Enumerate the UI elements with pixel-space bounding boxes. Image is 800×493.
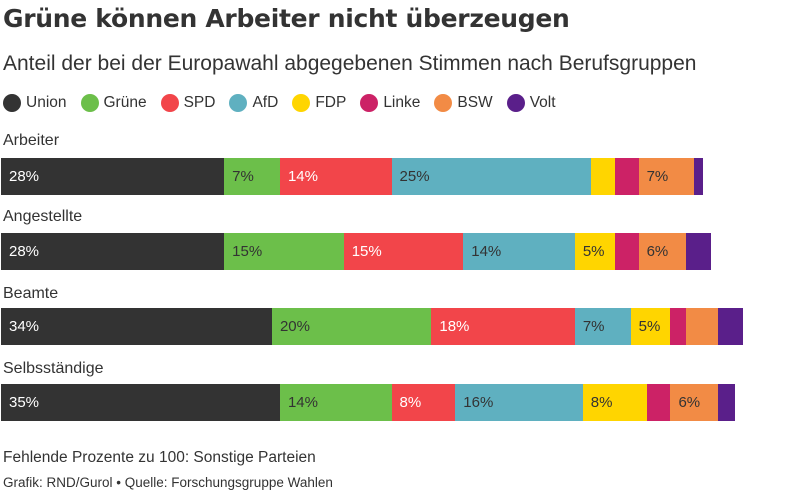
legend-item-bsw: BSW [434, 94, 493, 112]
bar-segment-selbsstaendige-union [1, 384, 281, 421]
category-label-selbsstaendige: Selbsständige [3, 360, 104, 377]
data-label-arbeiter-spd: 14% [287, 168, 318, 185]
bar-segment-angestellte-spd [343, 233, 464, 270]
source-line: Grafik: RND/Gurol • Quelle: Forschungsgr… [3, 475, 333, 490]
bar-segment-selbsstaendige-gruene [279, 384, 393, 421]
legend-item-gruene: Grüne [80, 94, 147, 112]
legend-label: Grüne [103, 94, 147, 111]
bar-segment-angestellte-bsw [638, 233, 687, 270]
chart-subtitle: Anteil der bei der Europawahl abgegebene… [3, 52, 697, 75]
data-label-arbeiter-gruene: 7% [232, 168, 254, 185]
bar-segment-angestellte-linke [614, 233, 640, 270]
data-label-beamte-fdp: 5% [638, 318, 661, 335]
legend-item-afd: AfD [229, 94, 278, 112]
data-label-angestellte-union: 28% [9, 243, 40, 260]
bar-segment-selbsstaendige-fdp [582, 384, 648, 421]
bar-segment-beamte-fdp [630, 308, 671, 345]
bar-segment-beamte-volt [718, 308, 743, 345]
bar-segment-arbeiter-afd [391, 158, 592, 195]
data-label-selbsstaendige-fdp: 8% [590, 394, 613, 411]
legend-label: SPD [183, 94, 216, 111]
data-label-beamte-afd: 7% [582, 318, 605, 335]
bar-segment-selbsstaendige-spd [391, 384, 456, 421]
data-label-arbeiter-afd: 25% [399, 168, 430, 185]
bar-segment-selbsstaendige-linke [646, 384, 671, 421]
chart-legend: Union Grüne SPD AfD FDP Linke BSW Volt [3, 94, 570, 112]
bar-segment-arbeiter-union [1, 158, 225, 195]
data-label-beamte-gruene: 20% [279, 318, 310, 335]
data-label-angestellte-spd: 15% [351, 243, 382, 260]
bar-segment-arbeiter-linke [614, 158, 640, 195]
bar-segment-beamte-union [1, 308, 273, 345]
bar-segment-beamte-spd [431, 308, 576, 345]
bar-segment-arbeiter-gruene [224, 158, 281, 195]
category-label-angestellte: Angestellte [3, 208, 83, 225]
bar-segment-arbeiter-fdp [590, 158, 616, 195]
category-label-arbeiter: Arbeiter [3, 132, 60, 149]
data-label-selbsstaendige-spd: 8% [399, 394, 422, 411]
data-label-selbsstaendige-gruene: 14% [287, 394, 318, 411]
bar-segment-beamte-gruene [271, 308, 432, 345]
bar-segment-angestellte-volt [686, 233, 711, 270]
bar-segment-arbeiter-spd [279, 158, 393, 195]
data-label-beamte-spd: 18% [439, 318, 470, 335]
bar-row-angestellte: 28% 15% 15% 14% 5% 6% [0, 233, 800, 270]
legend-label: Union [26, 94, 67, 111]
legend-label: FDP [315, 94, 347, 111]
legend-swatch [434, 94, 453, 112]
bar-segment-angestellte-afd [463, 233, 576, 270]
bar-segment-beamte-linke [670, 308, 687, 345]
legend-swatch [506, 94, 525, 112]
bar-segment-angestellte-union [1, 233, 225, 270]
bar-row-beamte: 34% 20% 18% 7% 5% [0, 308, 800, 345]
legend-swatch [3, 94, 21, 112]
data-label-selbsstaendige-union: 35% [9, 394, 40, 411]
data-label-selbsstaendige-afd: 16% [463, 394, 494, 411]
legend-label: BSW [457, 94, 493, 111]
bar-segment-arbeiter-bsw [638, 158, 695, 195]
data-label-angestellte-bsw: 6% [646, 243, 669, 260]
bar-segment-beamte-afd [574, 308, 632, 345]
legend-label: AfD [252, 94, 279, 111]
legend-label: Linke [383, 94, 421, 111]
bar-segment-selbsstaendige-volt [718, 384, 735, 421]
bar-row-arbeiter: 28% 7% 14% 25% 7% [0, 158, 800, 195]
legend-item-volt: Volt [506, 94, 556, 112]
data-label-arbeiter-union: 28% [9, 168, 40, 185]
legend-swatch [160, 94, 179, 112]
legend-swatch [80, 94, 99, 112]
bar-row-selbsstaendige: 35% 14% 8% 16% 8% 6% [0, 384, 800, 421]
legend-swatch [360, 94, 379, 112]
legend-swatch [229, 94, 248, 112]
footnote: Fehlende Prozente zu 100: Sonstige Parte… [3, 449, 316, 466]
data-label-arbeiter-bsw: 7% [646, 168, 669, 185]
bar-segment-angestellte-fdp [574, 233, 616, 270]
data-label-angestellte-gruene: 15% [232, 243, 263, 260]
legend-item-fdp: FDP [292, 94, 346, 112]
bar-segment-angestellte-gruene [224, 233, 345, 270]
bar-segment-arbeiter-volt [694, 158, 703, 195]
legend-item-spd: SPD [160, 94, 216, 112]
data-label-angestellte-fdp: 5% [582, 243, 605, 260]
legend-item-union: Union [3, 94, 67, 112]
chart-title: Grüne können Arbeiter nicht überzeugen [3, 4, 570, 33]
data-label-beamte-union: 34% [9, 318, 40, 335]
legend-swatch [292, 94, 311, 112]
bar-segment-selbsstaendige-afd [455, 384, 584, 421]
bar-segment-beamte-bsw [686, 308, 719, 345]
data-label-angestellte-afd: 14% [471, 243, 502, 260]
legend-item-linke: Linke [360, 94, 420, 112]
bar-segment-selbsstaendige-bsw [670, 384, 719, 421]
legend-label: Volt [529, 94, 556, 111]
data-label-selbsstaendige-bsw: 6% [678, 394, 701, 411]
category-label-beamte: Beamte [3, 285, 59, 302]
